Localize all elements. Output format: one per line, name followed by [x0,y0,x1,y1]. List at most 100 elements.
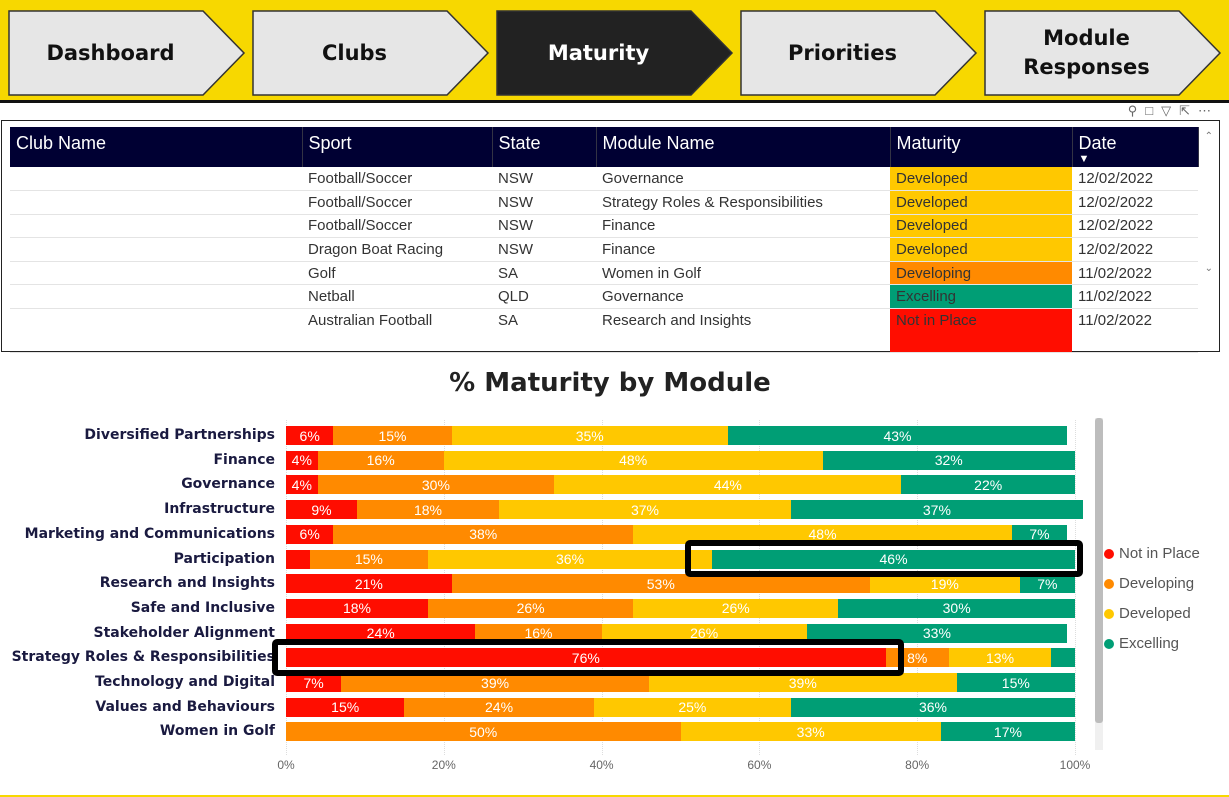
bar-developed[interactable]: 39% [648,673,957,692]
bar-excelling[interactable]: 46% [712,549,1075,569]
bar-not-in-place[interactable]: 9% [286,500,357,520]
bar-excelling[interactable]: 37% [790,500,1083,520]
bar-not-in-place[interactable]: 76% [286,648,886,668]
bar-developed[interactable]: 25% [593,697,791,717]
category-label: Participation [173,550,275,567]
table-scrollbar[interactable]: ⌃ ⌄ [1204,131,1213,274]
bar-developed[interactable]: 36% [428,549,713,569]
category-label: Diversified Partnerships [84,427,275,443]
tab-label: Module Responses [1023,26,1150,79]
bar-not-in-place[interactable]: 4% [286,475,318,495]
cell-date: 12/02/2022 [1072,167,1198,192]
bar-developing[interactable]: 15% [333,426,452,445]
legend-item[interactable]: Not in Place [1104,545,1200,562]
cell-date: 12/02/2022 [1072,237,1198,262]
cell-state: NSW [492,167,596,192]
bar-developed[interactable]: 35% [451,426,728,445]
column-header-state[interactable]: State [492,127,597,167]
bar-not-in-place[interactable]: 4% [286,450,318,470]
sort-desc-icon[interactable]: ▼ [1078,153,1090,165]
bar-not-in-place[interactable]: 7% [286,673,342,692]
bar-excelling[interactable]: 7% [1019,574,1075,594]
cell-date: 12/02/2022 [1072,214,1198,239]
bar-not-in-place[interactable] [286,549,310,569]
bar-developing[interactable]: 16% [317,450,444,470]
column-header-date[interactable]: Date ▼ [1072,127,1199,167]
category-label: Governance [181,476,275,493]
bar-developed[interactable]: 26% [633,598,839,618]
table-row[interactable]: Football/Soccer NSW Governance Developed 12/… [10,167,1198,192]
tab-maturity[interactable]: Maturity [496,10,736,96]
bar-developing[interactable]: 50% [286,722,681,742]
bar-excelling[interactable]: 22% [901,475,1075,495]
table-row[interactable]: Golf SA Women in Golf Developing 11/02/2022 [10,261,1198,286]
column-header-module-name[interactable]: Module Name [596,127,891,167]
table-row[interactable]: Football/Soccer NSW Strategy Roles & Respo… [10,190,1198,215]
column-header-maturity[interactable]: Maturity [890,127,1073,167]
table-row[interactable]: Netball QLD Governance Excelling 11/02/2022 [10,284,1198,310]
bar-excelling[interactable]: 7% [1011,524,1068,544]
chart-scrollbar[interactable] [1095,418,1103,750]
highlight-box-strategy [272,639,904,676]
tab-dashboard[interactable]: Dashboard [8,10,248,96]
legend-item[interactable]: Excelling [1104,635,1179,652]
bar-developing[interactable]: 38% [333,524,634,544]
bar-developing[interactable]: 53% [451,574,870,594]
bar-excelling[interactable]: 32% [822,450,1075,470]
visual-header-icons[interactable]: ⚲□▽⇱⋯ [1127,103,1219,118]
club-table-visual: Club Name Sport State Module Name Maturity Da… [1,120,1220,354]
bar-developed[interactable]: 33% [680,722,941,742]
bar-developed[interactable]: 37% [499,500,791,520]
bar-excelling[interactable]: 15% [956,673,1075,692]
bar-developing[interactable]: 26% [428,598,634,618]
bar-excelling[interactable] [1051,648,1075,668]
bar-not-in-place[interactable]: 6% [286,426,334,445]
bar-excelling[interactable]: 17% [940,722,1075,742]
column-header-club-name[interactable]: Club Name [10,127,303,167]
tab-label: Priorities [788,40,897,65]
cell-date: 11/02/2022 [1072,308,1198,354]
table-row[interactable]: Football/Soccer NSW Finance Developed 12/02/… [10,214,1198,239]
bar-developed[interactable]: 13% [948,648,1052,668]
bar-developed[interactable]: 44% [554,475,902,495]
bar-developing[interactable]: 16% [475,623,602,643]
bar-excelling[interactable]: 30% [838,598,1075,618]
bar-developed[interactable]: 48% [633,524,1012,544]
tab-priorities[interactable]: Priorities [740,10,980,96]
bar-developed[interactable]: 26% [601,623,807,643]
bar-not-in-place[interactable]: 24% [286,623,476,643]
bar-developing[interactable]: 18% [357,500,500,520]
bar-developed[interactable]: 19% [869,574,1020,594]
cell-maturity: Developing [890,261,1072,286]
cell-sport: Golf [302,261,492,286]
bar-excelling[interactable]: 43% [727,426,1068,445]
legend-item[interactable]: Developed [1104,605,1191,622]
table-row[interactable]: Dragon Boat Racing NSW Finance Developed 12/… [10,237,1198,262]
tab-clubs[interactable]: Clubs [252,10,492,96]
cell-maturity: Developed [890,214,1072,239]
legend-item[interactable]: Developing [1104,575,1194,592]
bar-not-in-place[interactable]: 18% [286,598,429,618]
tab-module-responses[interactable]: Module Responses [984,10,1224,96]
table-row[interactable]: Australian Football SA Research and Insigh… [10,308,1198,354]
bar-developing[interactable]: 30% [317,475,555,495]
bar-developed[interactable]: 48% [443,450,823,470]
cell-club-name [10,261,302,286]
column-header-sport[interactable]: Sport [302,127,493,167]
cell-club-name [10,284,302,310]
bar-not-in-place[interactable]: 15% [286,697,405,717]
bar-developing[interactable]: 39% [341,673,649,692]
bar-excelling[interactable]: 33% [806,623,1068,643]
cell-module-name: Governance [596,167,890,192]
tab-label: Dashboard [46,40,175,65]
bar-not-in-place[interactable]: 6% [286,524,334,544]
category-label: Strategy Roles & Responsibilities [11,649,275,666]
legend-label: Not in Place [1119,545,1200,562]
bar-not-in-place[interactable]: 21% [286,574,452,594]
chevron-shape [984,10,1222,96]
bar-developing[interactable]: 24% [404,697,594,717]
category-label: Safe and Inclusive [130,599,275,616]
bar-excelling[interactable]: 36% [790,697,1075,717]
bar-developing[interactable]: 15% [309,549,428,569]
category-label: Stakeholder Alignment [93,624,276,641]
